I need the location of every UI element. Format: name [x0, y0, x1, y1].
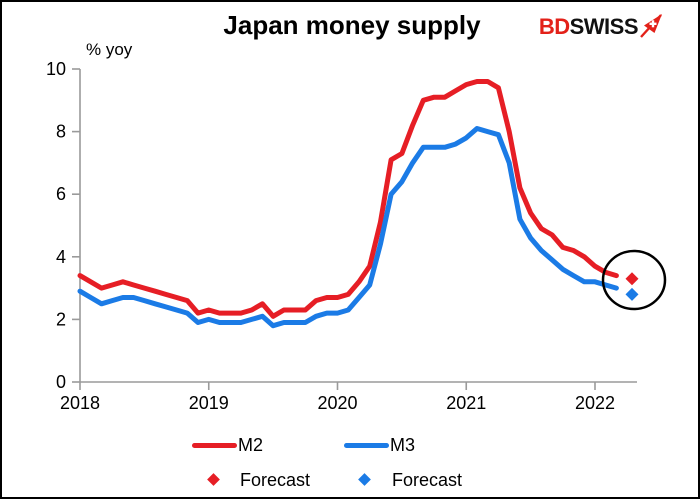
- x-tick-label: 2021: [446, 393, 486, 413]
- x-tick-label: 2020: [317, 393, 357, 413]
- legend-m3-line-marker: [344, 443, 389, 448]
- brand-logo-text-bd: BD: [538, 14, 570, 39]
- y-tick-label: 6: [56, 184, 66, 204]
- legend-m2-line-marker: [192, 443, 237, 448]
- brand-logo-text-swiss: SWISS: [569, 14, 639, 39]
- series-line-m3: [77, 126, 619, 329]
- y-axis-units-label: % yoy: [86, 40, 133, 59]
- legend-m3-label: M3: [390, 435, 416, 455]
- legend-m2-label: M2: [238, 435, 264, 455]
- brand-logo: BD SWISS: [539, 14, 662, 40]
- forecast-highlight-ellipse: [601, 249, 667, 311]
- y-tick-label: 10: [46, 59, 66, 79]
- forecast-diamond-m3: [625, 287, 639, 301]
- legend-m2-forecast-label: Forecast: [240, 470, 311, 490]
- brand-arrow-icon: [640, 14, 662, 38]
- legend-m3-forecast-label: Forecast: [392, 470, 463, 490]
- x-tick-label: 2018: [60, 393, 100, 413]
- x-tick-label: 2022: [575, 393, 615, 413]
- y-tick-label: 4: [56, 247, 66, 267]
- y-tick-label: 8: [56, 122, 66, 142]
- chart-title: Japan money supply: [223, 10, 481, 40]
- y-tick-label: 2: [56, 309, 66, 329]
- x-tick-label: 2019: [189, 393, 229, 413]
- forecast-diamond-m2: [625, 272, 639, 286]
- y-tick-label: 0: [56, 372, 66, 392]
- series-line-m2: [77, 79, 619, 319]
